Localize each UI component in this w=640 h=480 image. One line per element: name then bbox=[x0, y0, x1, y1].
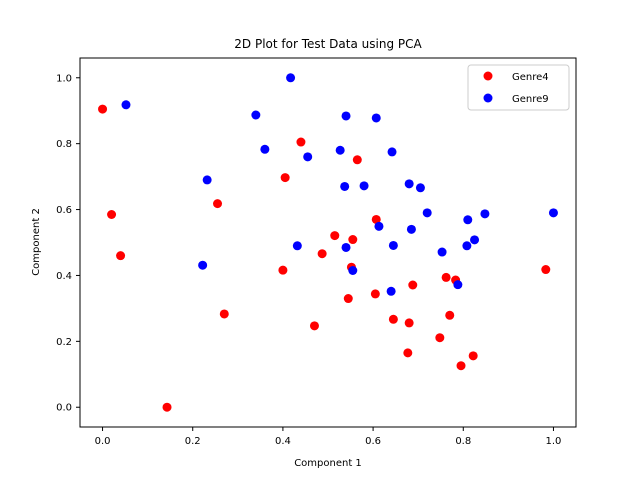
point-genre9-3 bbox=[251, 110, 261, 120]
point-genre9-19 bbox=[404, 179, 414, 189]
y-axis: 0.0 0.2 0.4 0.6 0.8 1.0 bbox=[56, 73, 80, 414]
point-genre9-23 bbox=[437, 247, 447, 257]
point-genre9-13 bbox=[359, 181, 369, 191]
point-genre9-15 bbox=[374, 221, 384, 231]
point-genre9-10 bbox=[341, 111, 351, 121]
legend-label-genre9: Genre9 bbox=[512, 94, 549, 105]
point-genre9-28 bbox=[480, 209, 490, 219]
x-tick-label: 0.6 bbox=[365, 436, 381, 447]
point-genre9-21 bbox=[415, 183, 425, 193]
point-genre4-5 bbox=[219, 309, 229, 319]
point-genre4-9 bbox=[309, 321, 319, 331]
legend-label-genre4: Genre4 bbox=[512, 72, 549, 83]
x-tick-label: 0.4 bbox=[275, 436, 291, 447]
x-tick-label: 0.2 bbox=[185, 436, 201, 447]
legend-box bbox=[467, 64, 570, 111]
point-genre9-9 bbox=[340, 181, 350, 191]
legend-marker-genre4 bbox=[483, 71, 493, 81]
point-genre4-11 bbox=[330, 231, 340, 241]
point-genre4-12 bbox=[343, 294, 353, 304]
point-genre4-23 bbox=[441, 272, 451, 282]
point-genre9-2 bbox=[202, 175, 212, 185]
point-genre4-4 bbox=[213, 199, 223, 209]
legend: Genre4 Genre9 bbox=[467, 64, 570, 111]
point-genre4-21 bbox=[408, 280, 418, 290]
point-genre4-0 bbox=[98, 104, 108, 114]
y-tick-label: 0.4 bbox=[56, 271, 72, 282]
point-genre9-14 bbox=[371, 113, 381, 123]
plot-area bbox=[98, 73, 558, 412]
point-genre9-1 bbox=[198, 260, 208, 270]
y-axis-label: Component 2 bbox=[31, 208, 42, 276]
point-genre9-18 bbox=[388, 240, 398, 250]
point-genre4-8 bbox=[296, 137, 306, 147]
point-genre9-11 bbox=[341, 242, 351, 252]
y-tick-label: 0.0 bbox=[56, 403, 72, 414]
point-genre9-22 bbox=[422, 208, 432, 218]
point-genre4-2 bbox=[116, 251, 126, 261]
y-tick-label: 0.8 bbox=[56, 139, 72, 150]
point-genre4-16 bbox=[370, 289, 380, 299]
x-tick-label: 0.0 bbox=[95, 436, 111, 447]
point-genre9-27 bbox=[470, 235, 480, 245]
x-axis: 0.0 0.2 0.4 0.6 0.8 1.0 bbox=[95, 427, 562, 447]
point-genre4-17 bbox=[371, 214, 381, 224]
point-genre4-14 bbox=[348, 235, 358, 245]
point-genre4-20 bbox=[404, 318, 414, 328]
point-genre9-24 bbox=[453, 280, 463, 290]
point-genre4-18 bbox=[388, 314, 398, 324]
point-genre9-5 bbox=[286, 73, 296, 83]
y-tick-label: 0.2 bbox=[56, 337, 72, 348]
point-genre4-19 bbox=[403, 348, 413, 358]
point-genre4-3 bbox=[162, 402, 172, 412]
point-genre9-17 bbox=[387, 147, 397, 157]
point-genre9-12 bbox=[348, 266, 358, 276]
point-genre4-6 bbox=[278, 265, 288, 275]
point-genre4-27 bbox=[468, 351, 478, 361]
x-tick-label: 1.0 bbox=[546, 436, 562, 447]
point-genre9-4 bbox=[260, 144, 270, 154]
point-genre9-20 bbox=[406, 224, 416, 234]
point-genre4-10 bbox=[317, 249, 327, 259]
y-tick-label: 1.0 bbox=[56, 73, 72, 84]
chart-title: 2D Plot for Test Data using PCA bbox=[234, 37, 422, 51]
point-genre4-22 bbox=[435, 333, 445, 343]
point-genre9-25 bbox=[462, 241, 472, 251]
point-genre4-24 bbox=[445, 310, 455, 320]
point-genre4-7 bbox=[280, 173, 290, 183]
point-genre9-26 bbox=[463, 215, 473, 225]
point-genre4-26 bbox=[456, 361, 466, 371]
point-genre9-0 bbox=[121, 100, 131, 110]
point-genre9-29 bbox=[548, 208, 558, 218]
point-genre9-16 bbox=[386, 286, 396, 296]
point-genre4-15 bbox=[352, 155, 362, 165]
point-genre4-1 bbox=[107, 209, 117, 219]
x-axis-label: Component 1 bbox=[294, 458, 362, 469]
y-tick-label: 0.6 bbox=[56, 205, 72, 216]
point-genre9-6 bbox=[292, 241, 302, 251]
legend-marker-genre9 bbox=[483, 93, 493, 103]
point-genre4-28 bbox=[541, 265, 551, 275]
point-genre9-8 bbox=[335, 145, 345, 155]
point-genre9-7 bbox=[303, 152, 313, 162]
x-tick-label: 0.8 bbox=[455, 436, 471, 447]
plot-frame bbox=[79, 57, 577, 428]
